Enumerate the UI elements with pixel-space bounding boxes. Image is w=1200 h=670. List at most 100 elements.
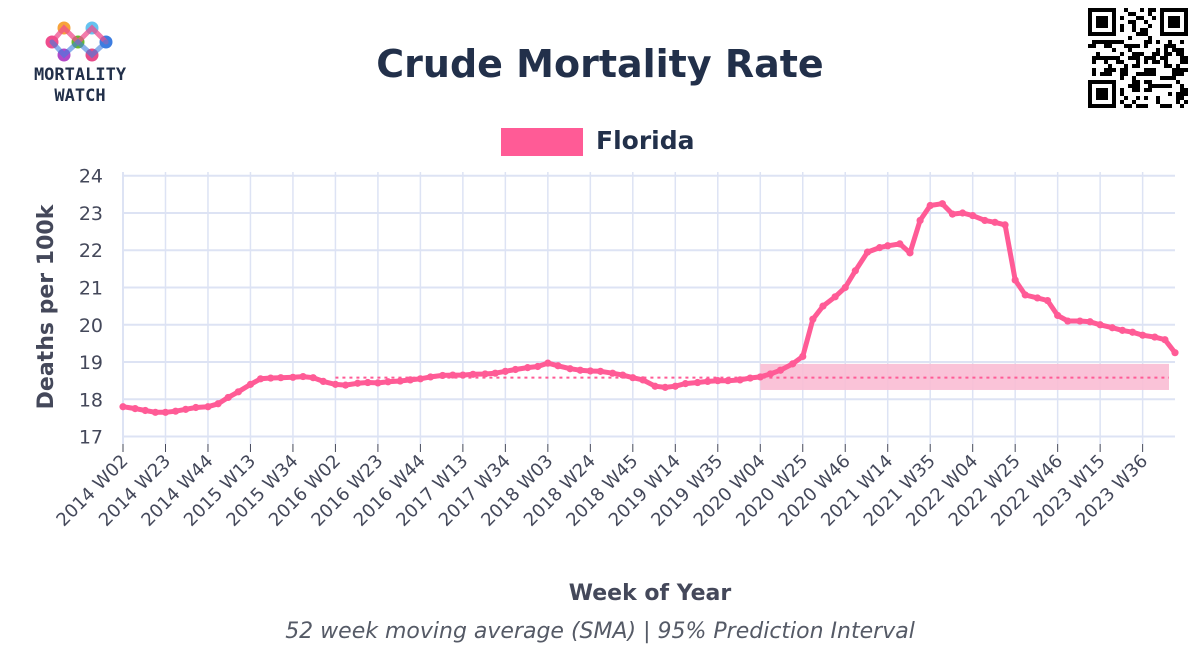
x-axis-label: Week of Year xyxy=(569,581,732,606)
data-point xyxy=(926,201,934,210)
data-point xyxy=(841,283,849,292)
data-point xyxy=(449,371,457,379)
data-point xyxy=(319,377,327,386)
data-point xyxy=(1171,349,1179,357)
data-point xyxy=(991,218,999,226)
data-point xyxy=(341,381,350,389)
logo-mark-icon xyxy=(45,21,113,62)
data-point xyxy=(736,376,744,384)
data-point xyxy=(756,373,764,381)
data-point xyxy=(1076,317,1084,325)
data-point xyxy=(799,352,807,361)
data-point xyxy=(1064,317,1072,325)
data-point xyxy=(331,380,340,388)
data-point xyxy=(608,369,617,377)
series-line-florida xyxy=(120,201,1178,415)
data-point xyxy=(714,377,722,385)
data-point xyxy=(596,367,605,375)
data-point xyxy=(182,405,190,413)
data-point xyxy=(746,374,754,382)
data-point xyxy=(704,377,712,386)
data-point xyxy=(776,366,785,374)
data-point xyxy=(1139,331,1147,339)
data-point xyxy=(819,302,827,310)
y-tick-label: 20 xyxy=(79,315,103,337)
data-point xyxy=(1054,311,1062,320)
data-point xyxy=(501,367,509,375)
data-point xyxy=(374,379,382,387)
data-point xyxy=(141,406,149,415)
data-point xyxy=(651,382,659,390)
data-point xyxy=(289,373,297,381)
data-point xyxy=(876,244,884,252)
data-point xyxy=(851,267,859,275)
data-point xyxy=(671,382,679,390)
data-point xyxy=(246,380,255,388)
legend: Florida xyxy=(501,126,695,156)
data-point xyxy=(277,374,285,382)
chart-subtitle: 52 week moving average (SMA) | 95% Predi… xyxy=(285,619,915,644)
data-point xyxy=(481,370,489,378)
y-tick-label: 17 xyxy=(79,427,103,449)
data-point xyxy=(267,374,275,382)
data-point xyxy=(256,375,265,383)
data-point xyxy=(969,211,977,220)
logo-text-line1: MORTALITY xyxy=(34,65,127,85)
data-point xyxy=(544,359,552,367)
data-point xyxy=(809,315,817,323)
data-point xyxy=(214,400,222,408)
data-point xyxy=(906,249,914,257)
data-point xyxy=(1086,318,1094,326)
y-tick-label: 22 xyxy=(79,240,103,262)
data-point xyxy=(661,383,669,391)
data-point xyxy=(384,378,392,386)
data-point xyxy=(364,378,372,387)
y-tick-label: 19 xyxy=(79,352,103,374)
data-point xyxy=(948,210,957,218)
data-point xyxy=(619,371,627,379)
data-point xyxy=(1118,326,1126,334)
y-tick-label: 21 xyxy=(79,278,103,300)
data-point xyxy=(766,370,774,378)
mortality-watch-logo: MORTALITY WATCH xyxy=(34,21,127,106)
data-point xyxy=(981,216,989,225)
data-point xyxy=(1043,296,1052,305)
data-point xyxy=(724,377,732,385)
data-point xyxy=(299,372,307,381)
chart-title: Crude Mortality Rate xyxy=(376,42,823,86)
data-point xyxy=(459,371,467,379)
data-point xyxy=(161,408,170,416)
data-point xyxy=(396,377,404,385)
legend-swatch-florida xyxy=(501,128,583,156)
data-point xyxy=(554,362,562,370)
data-point xyxy=(1021,291,1029,299)
data-point xyxy=(1108,324,1116,332)
data-point xyxy=(234,388,242,396)
data-point xyxy=(831,293,839,301)
data-point xyxy=(884,242,892,250)
qr-code-icon xyxy=(1088,8,1188,108)
y-tick-label: 23 xyxy=(79,203,103,225)
data-point xyxy=(789,360,797,368)
series-florida xyxy=(119,200,1179,416)
y-tick-label: 24 xyxy=(79,166,103,188)
data-point xyxy=(426,373,435,381)
data-point xyxy=(131,405,139,413)
data-point xyxy=(1011,276,1019,284)
data-point xyxy=(958,209,967,217)
data-point xyxy=(586,367,594,375)
data-point xyxy=(1151,333,1159,341)
data-point xyxy=(406,376,414,384)
data-point xyxy=(534,362,542,371)
data-point xyxy=(416,375,424,383)
data-point xyxy=(576,366,584,374)
data-point xyxy=(1161,336,1169,344)
data-point xyxy=(1001,221,1009,229)
data-point xyxy=(639,376,647,384)
data-point xyxy=(469,370,477,378)
data-point xyxy=(309,374,317,382)
data-point xyxy=(693,378,702,387)
data-point xyxy=(524,364,532,372)
data-point xyxy=(629,374,637,382)
